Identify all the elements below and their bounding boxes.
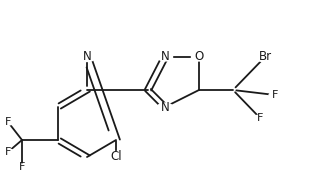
Circle shape (191, 52, 207, 62)
Text: F: F (257, 113, 263, 123)
Text: F: F (5, 117, 11, 127)
Text: N: N (82, 51, 91, 63)
Text: Br: Br (258, 51, 272, 63)
Circle shape (1, 148, 15, 156)
Circle shape (16, 163, 29, 171)
Circle shape (78, 52, 96, 62)
Text: F: F (19, 162, 25, 172)
Text: N: N (161, 51, 169, 63)
Text: F: F (272, 90, 278, 100)
Text: O: O (194, 51, 204, 63)
Circle shape (105, 151, 127, 163)
Text: F: F (5, 147, 11, 157)
Circle shape (1, 118, 15, 126)
Text: N: N (161, 100, 169, 113)
Circle shape (157, 102, 173, 112)
Circle shape (255, 51, 275, 62)
Circle shape (268, 91, 281, 99)
Circle shape (157, 52, 173, 62)
Text: Cl: Cl (110, 150, 122, 163)
Circle shape (253, 114, 267, 122)
